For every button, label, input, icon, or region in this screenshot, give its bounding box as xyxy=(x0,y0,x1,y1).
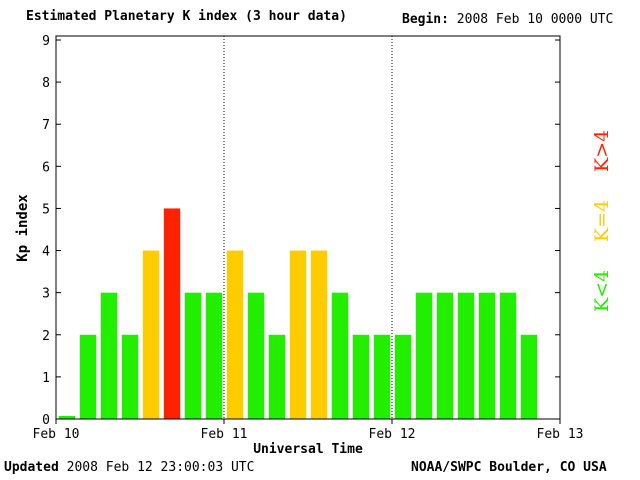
kp-bar xyxy=(394,334,412,419)
begin-label: Begin: xyxy=(402,12,449,27)
kp-bar xyxy=(310,250,328,419)
updated-value: 2008 Feb 12 23:00:03 UTC xyxy=(66,460,255,475)
kp-bar xyxy=(478,292,496,419)
kp-bar xyxy=(163,208,181,419)
kp-bar xyxy=(457,292,475,419)
y-tick-label: 3 xyxy=(42,287,50,302)
updated-info: Updated 2008 Feb 12 23:00:03 UTC xyxy=(4,460,254,475)
updated-label: Updated xyxy=(4,460,59,475)
kp-bar xyxy=(499,292,517,419)
kp-bar xyxy=(436,292,454,419)
begin-info: Begin: 2008 Feb 10 0000 UTC xyxy=(402,12,613,27)
x-axis-label: Universal Time xyxy=(253,442,363,457)
kp-bar xyxy=(373,334,391,419)
x-tick-label: Feb 13 xyxy=(537,427,584,442)
legend-high: K>4 xyxy=(591,129,613,172)
chart-title: Estimated Planetary K index (3 hour data… xyxy=(26,9,347,24)
y-tick-label: 4 xyxy=(42,245,50,260)
day-separators xyxy=(223,36,393,419)
y-tick-label: 0 xyxy=(42,413,50,428)
y-tick-label: 6 xyxy=(42,160,50,175)
plot-frame xyxy=(55,35,561,420)
kp-bar xyxy=(58,416,76,419)
y-tick-label: 2 xyxy=(42,329,50,344)
kp-bar xyxy=(121,334,139,419)
kp-bar xyxy=(205,292,223,419)
y-tick-label: 8 xyxy=(42,76,50,91)
kp-bar xyxy=(142,250,160,419)
begin-value: 2008 Feb 10 0000 UTC xyxy=(456,12,614,27)
y-tick-label: 1 xyxy=(42,371,50,386)
kp-bar xyxy=(331,292,349,419)
kp-bar xyxy=(100,292,118,419)
kp-bar xyxy=(415,292,433,419)
x-tick-label: Feb 10 xyxy=(33,427,80,442)
source-credit: NOAA/SWPC Boulder, CO USA xyxy=(411,460,607,475)
kp-bar xyxy=(247,292,265,419)
bars-group xyxy=(58,208,538,419)
kp-bar xyxy=(352,334,370,419)
kp-bar xyxy=(289,250,307,419)
legend-mid: K=4 xyxy=(591,199,613,242)
kp-bar xyxy=(226,250,244,419)
kp-bar xyxy=(79,334,97,419)
x-tick-label: Feb 11 xyxy=(201,427,248,442)
y-tick-label: 7 xyxy=(42,118,50,133)
y-axis-ticks: 0 1 2 3 4 5 6 7 8 9 xyxy=(42,34,560,428)
y-axis-label: Kp index xyxy=(15,194,31,262)
x-axis-ticks: Feb 10 Feb 11 Feb 12 Feb 13 xyxy=(33,419,584,442)
x-tick-label: Feb 12 xyxy=(369,427,416,442)
kp-bar xyxy=(268,334,286,419)
y-tick-label: 5 xyxy=(42,202,50,217)
y-tick-label: 9 xyxy=(42,34,50,49)
kp-bar xyxy=(520,334,538,419)
legend-low: K<4 xyxy=(591,269,613,312)
kp-bar xyxy=(184,292,202,419)
